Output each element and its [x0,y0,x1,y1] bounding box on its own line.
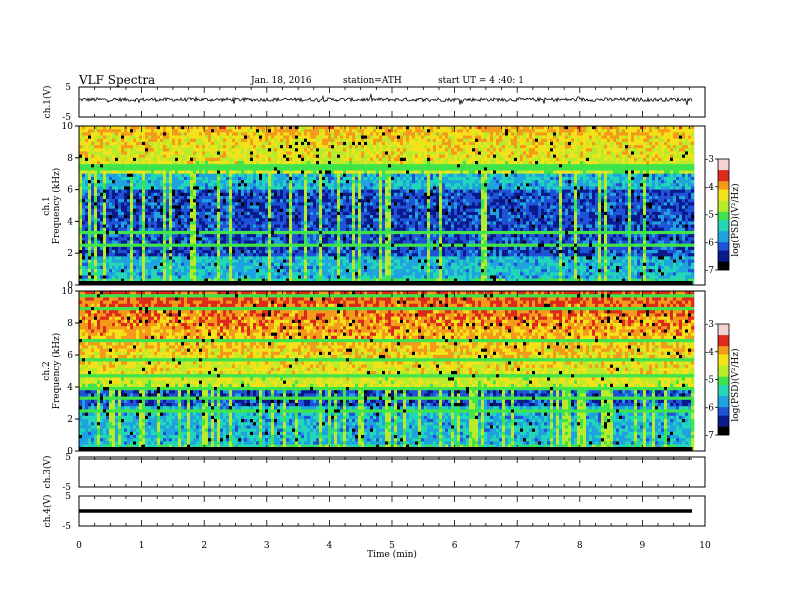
time-axis-title: Time (min) [367,549,417,560]
xtick-label: 3 [264,541,270,551]
ch2-spec-channel: ch.2 [42,361,52,380]
xtick-label: 2 [201,541,207,551]
colorbar-tick: -3 [705,155,714,165]
ytick-label: 6 [67,351,73,361]
colorbar-tick: -4 [705,183,714,193]
date-label: Jan. 18, 2016 [250,76,312,86]
xtick-label: 7 [514,541,520,551]
start-time-label: start UT = 4 :40: 1 [438,76,524,86]
xtick-label: 9 [640,541,646,551]
colorbar-tick: -6 [705,238,714,248]
ch2-spec-ylabel: Frequency (kHz) [51,333,62,410]
colorbar-tick: -4 [705,348,714,358]
ch1-trace [79,94,692,105]
xtick-label: 1 [139,541,145,551]
ch2-spectrogram-image [79,291,705,451]
ch1-spectrogram-image [79,126,705,285]
ch4-ytick-bottom: -5 [62,522,71,532]
ytick-label: 4 [67,217,73,227]
colorbar-tick: -3 [705,320,714,330]
ytick-label: 6 [67,186,73,196]
ch1-spec-ylabel: Frequency (kHz) [51,168,62,245]
ch2-colorbar-label: log(PSD)(V²/Hz) [730,348,741,421]
xtick-label: 6 [452,541,458,551]
ch2-colorbar: -3 -4 -5 -6 -7 [705,320,729,441]
ytick-label: 2 [67,249,73,259]
ch3-ytick-top: 5 [65,453,71,463]
ytick-label: 10 [62,122,74,132]
xtick-label: 4 [327,541,333,551]
ch1-colorbar: -3 -4 -5 -6 -7 [705,155,729,276]
station-label: station=ATH [343,76,402,86]
colorbar-tick: -5 [705,211,714,221]
colorbar-tick: -5 [705,376,714,386]
ch4-ytick-top: 5 [65,492,71,502]
ch1-ytick-top: 5 [65,83,71,93]
ch3-ylabel: ch.3(V) [42,456,53,489]
figure-title: VLF Spectra [78,73,155,87]
colorbar-tick: -7 [705,431,714,441]
xtick-label: 10 [699,541,711,551]
ytick-label: 10 [62,287,74,297]
ch1-ylabel: ch.1(V) [42,86,53,119]
xtick-label: 8 [577,541,583,551]
ch1-colorbar-label: log(PSD)(V²/Hz) [730,183,741,256]
colorbar-tick: -6 [705,403,714,413]
ytick-label: 2 [67,415,73,425]
ytick-label: 8 [67,319,73,329]
ch1-spec-channel: ch.1 [42,196,52,215]
ch4-ylabel: ch.4(V) [42,495,53,528]
ytick-label: 8 [67,154,73,164]
xtick-label: 0 [76,541,82,551]
ytick-label: 4 [67,383,73,393]
colorbar-tick: -7 [705,266,714,276]
